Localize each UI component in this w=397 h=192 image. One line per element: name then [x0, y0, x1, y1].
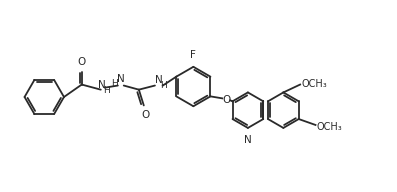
Text: H: H — [160, 81, 167, 90]
Text: O: O — [142, 110, 150, 120]
Text: F: F — [191, 50, 196, 60]
Text: OCH₃: OCH₃ — [316, 122, 342, 132]
Text: H: H — [112, 79, 118, 88]
Text: N: N — [244, 135, 252, 145]
Text: OCH₃: OCH₃ — [301, 79, 327, 89]
Text: O: O — [222, 95, 230, 105]
Text: N: N — [98, 80, 106, 90]
Text: N: N — [155, 75, 163, 85]
Text: H: H — [103, 86, 110, 95]
Text: N: N — [117, 74, 125, 84]
Text: O: O — [77, 57, 86, 67]
